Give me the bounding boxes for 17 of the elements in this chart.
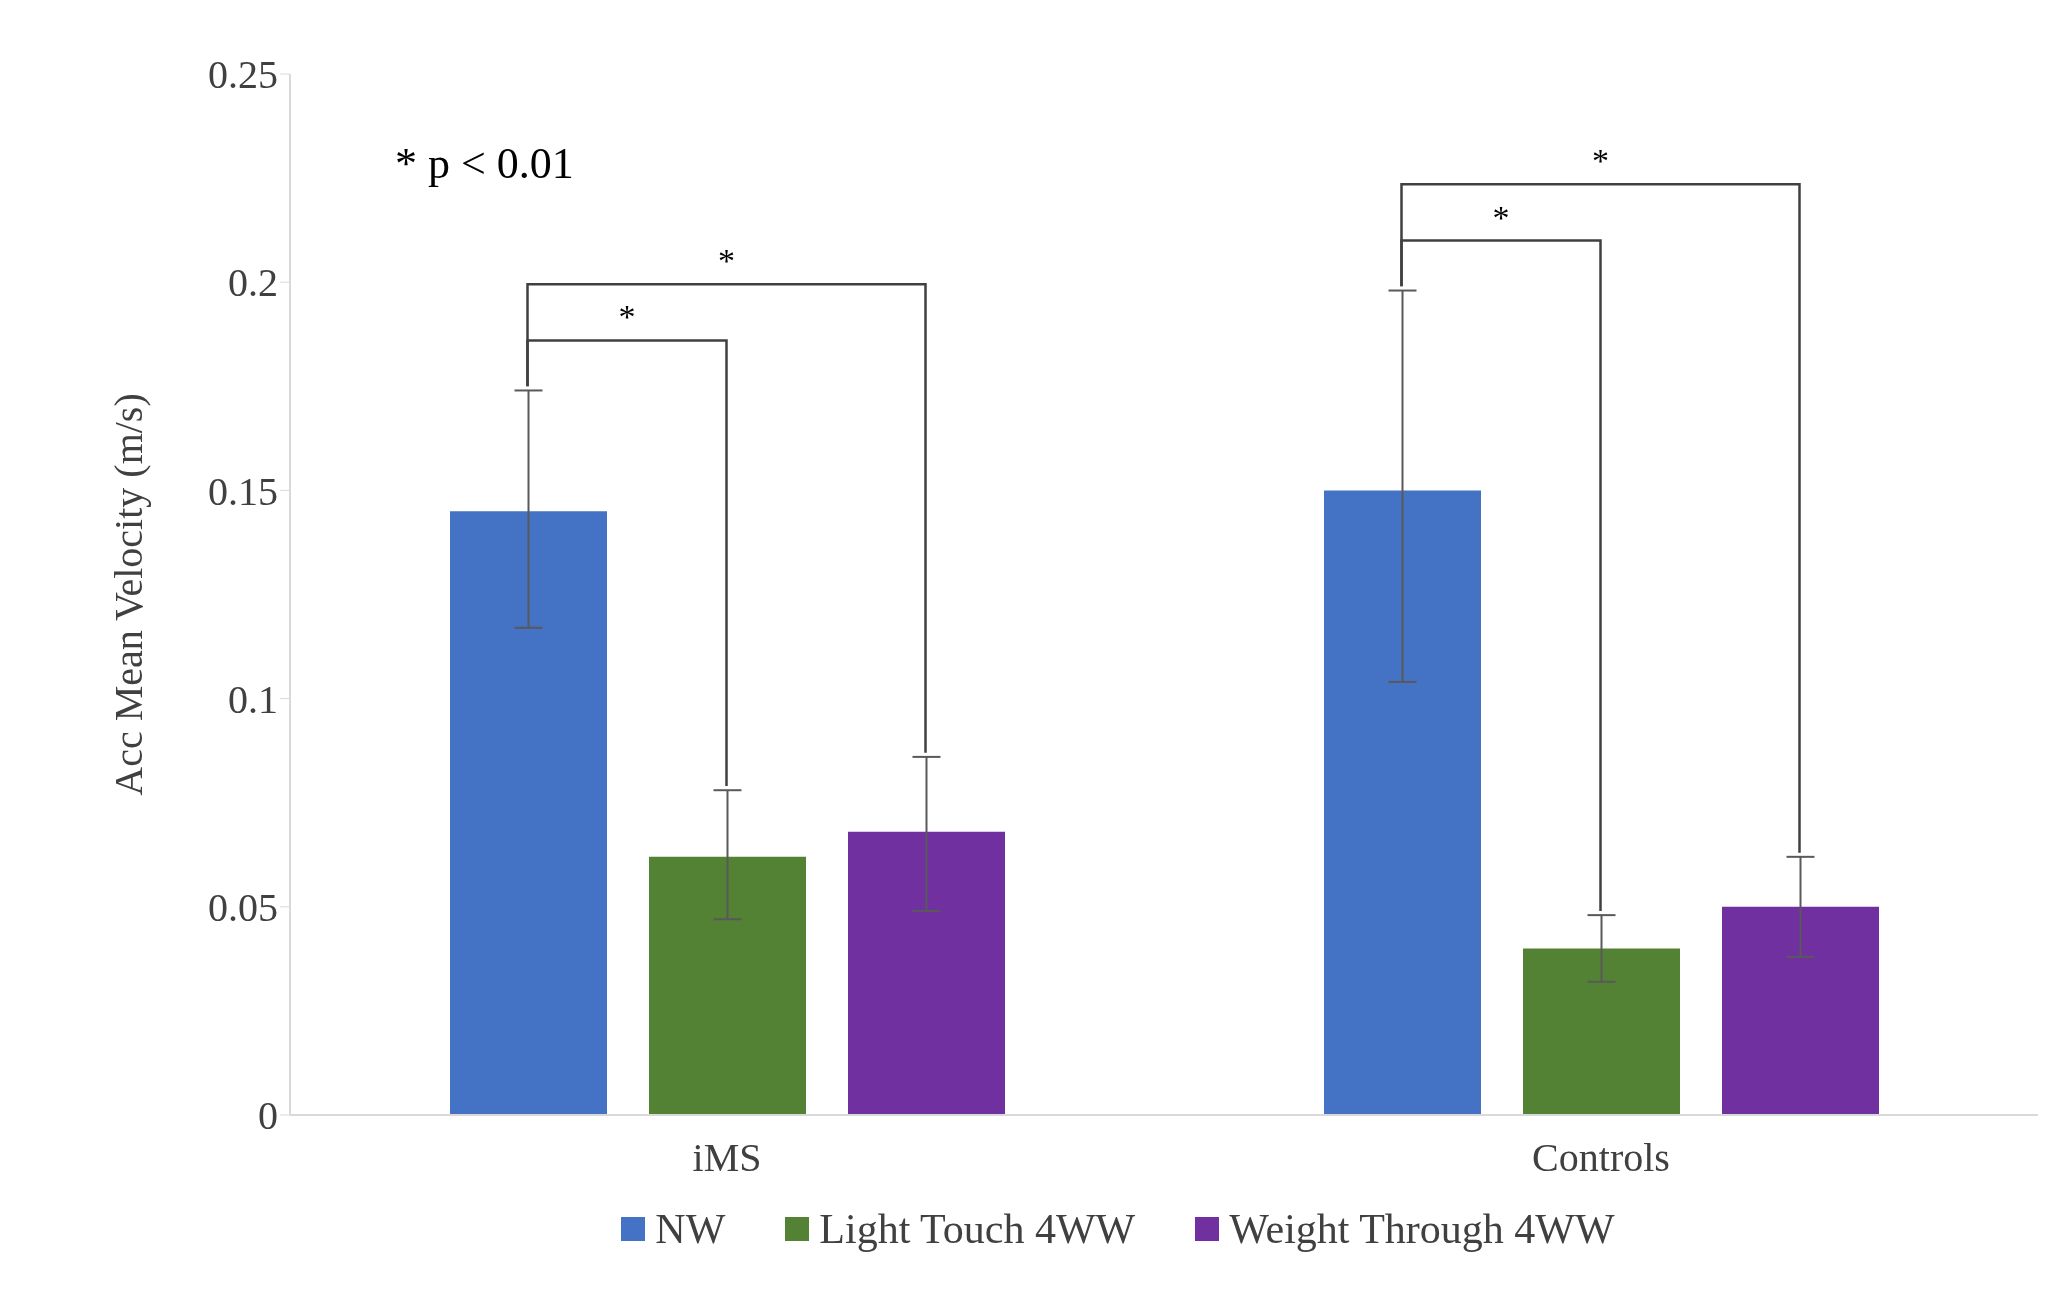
legend-label: Light Touch 4WW [819,1205,1136,1253]
y-axis-title: Acc Mean Velocity (m/s) [106,393,152,796]
x-tick-label: iMS [692,1135,762,1181]
y-tick-label: 0.25 [208,52,278,98]
annotation: * [618,298,636,336]
y-tick-label: 0 [258,1093,278,1139]
y-tick-label: 0.2 [228,260,278,306]
y-tick-label: 0.05 [208,885,278,930]
annotation: * p < 0.01 [395,139,574,189]
y-tick-label: 0.15 [208,468,278,514]
y-tick-label: 0.1 [228,676,278,722]
annotation: * [1492,198,1510,236]
x-tick-label: Controls [1532,1135,1670,1181]
legend-label: Weight Through 4WW [1229,1205,1615,1253]
annotation: * [718,242,735,280]
annotation: * [1592,142,1609,180]
legend-label: NW [655,1205,726,1253]
